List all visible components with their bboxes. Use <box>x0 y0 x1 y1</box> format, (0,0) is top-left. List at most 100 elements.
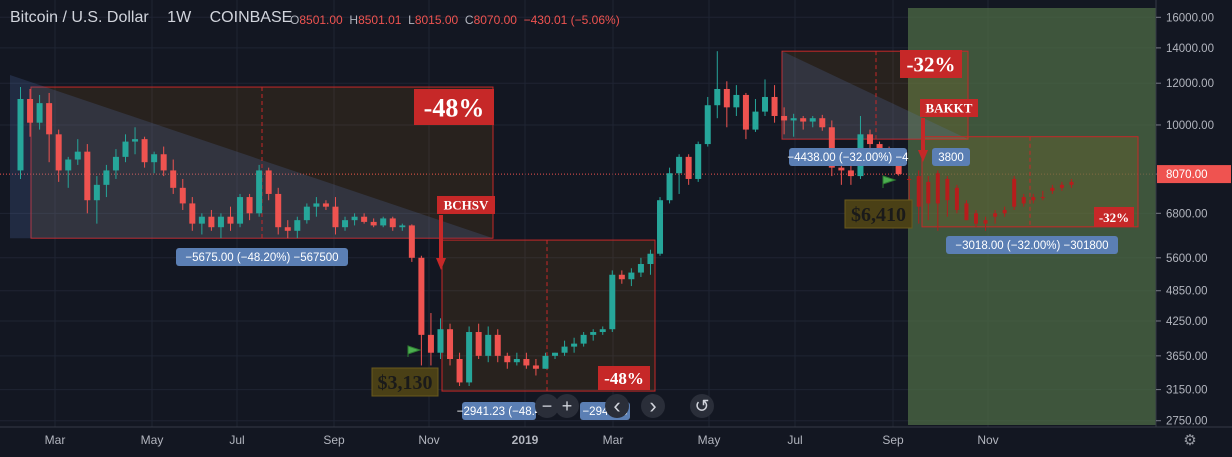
candle-body <box>513 359 520 363</box>
candle-body <box>571 343 578 347</box>
projection-body <box>974 213 978 224</box>
candle-body <box>609 274 616 330</box>
change-value: −430.01 (−5.06%) <box>523 13 620 27</box>
candle-body <box>275 193 282 228</box>
candle-body <box>819 118 826 128</box>
high-value: 8501.01 <box>358 13 402 27</box>
price-target-1-bg <box>371 367 439 397</box>
candle-body <box>838 167 845 171</box>
candle-body <box>657 200 664 254</box>
high-key: H <box>349 13 359 27</box>
range-label-2a-bg <box>462 402 536 420</box>
ohlc-readout: O8501.00 H8501.01 L8015.00 C8070.00 −430… <box>290 13 620 27</box>
projection-body <box>1031 197 1036 201</box>
candle-body <box>895 162 902 175</box>
candle-body <box>418 257 425 335</box>
close-value: 8070.00 <box>473 13 517 27</box>
time-tick-label: May <box>141 433 164 447</box>
open-key: O <box>290 13 300 27</box>
candle-body <box>36 103 43 123</box>
candle-body <box>552 352 559 356</box>
close-key: C <box>464 13 474 27</box>
candle-body <box>122 141 129 157</box>
price-axis[interactable]: 16000.00 14000.00 12000.00 10000.00 8070.00 6… <box>1155 0 1232 457</box>
drop-label-1: -48% <box>424 93 485 122</box>
candle-body <box>55 134 62 171</box>
projection-body <box>926 181 931 204</box>
candle-body <box>828 127 835 168</box>
candle-body <box>27 99 34 123</box>
range-label-3a: −4438.00 (−32.00%) −4 <box>787 152 909 164</box>
range-label-3b: 3800 <box>938 152 964 164</box>
price-target-2: $6,410 <box>851 204 906 226</box>
candle-body <box>389 218 396 228</box>
price-tick-label: 2750.00 <box>1166 416 1208 428</box>
candle-body <box>170 170 177 188</box>
range-label-4-bg <box>946 236 1118 254</box>
range-label-3a-bg <box>789 148 907 166</box>
scroll-right-button[interactable]: › <box>641 393 665 418</box>
candle-body <box>103 170 110 185</box>
projection-body <box>1050 187 1055 191</box>
candle-body <box>265 170 272 194</box>
reset-button[interactable]: ↺ <box>690 394 714 418</box>
candle-body <box>227 216 234 224</box>
time-tick-label: Sep <box>323 433 345 447</box>
price-tick-label: 16000.00 <box>1166 12 1214 24</box>
candle-body <box>351 216 358 221</box>
candle-body <box>342 220 349 228</box>
event-label-bakkt-bg <box>920 99 978 117</box>
candle-body <box>704 105 711 145</box>
projection-body <box>916 176 921 207</box>
event-arrow-bchsv <box>436 215 446 270</box>
candle-body <box>217 216 224 228</box>
candle-body <box>466 332 473 383</box>
time-tick-label: Sep <box>882 433 904 447</box>
time-tick-label: Nov <box>418 433 439 447</box>
last-price-tag <box>1157 165 1231 184</box>
candle-body <box>208 216 215 228</box>
candle-body <box>523 359 530 366</box>
candle-body <box>809 118 816 122</box>
price-tick-label: 10000.00 <box>1166 120 1214 132</box>
drop-label-3: -32% <box>907 52 956 76</box>
price-tick-label: 6800.00 <box>1166 208 1208 220</box>
event-label-bchsv-bg <box>437 196 495 214</box>
settings-gear-icon[interactable]: ⚙ <box>1183 432 1197 449</box>
time-axis[interactable]: Mar May Jul Sep Nov 2019 Mar May Jul Sep Nov <box>0 426 1232 457</box>
candle-body <box>876 144 883 152</box>
candle-body <box>771 96 778 116</box>
candle-body <box>580 334 587 344</box>
projection-body <box>907 178 912 180</box>
candle-body <box>542 355 549 369</box>
price-tick-label: 3150.00 <box>1166 385 1208 397</box>
time-tick-label: 2019 <box>512 433 539 447</box>
candle-body <box>112 156 119 171</box>
price-tick-label: 5600.00 <box>1166 253 1208 265</box>
candle-body <box>590 332 597 335</box>
event-label-bchsv: BCHSV <box>444 198 489 213</box>
candle-body <box>179 187 186 204</box>
price-tick-label: 4850.00 <box>1166 286 1208 298</box>
symbol-name[interactable]: Bitcoin / U.S. Dollar <box>10 9 149 26</box>
zoom-in-button[interactable]: + <box>555 394 579 418</box>
scroll-left-button[interactable]: ‹ <box>605 393 629 418</box>
drop-label-2: -48% <box>604 369 644 388</box>
range-label-4: −3018.00 (−32.00%) −301800 <box>955 240 1108 252</box>
interval[interactable]: 1W <box>167 9 192 26</box>
candle-body <box>132 139 139 142</box>
event-label-bakkt: BAKKT <box>926 101 973 116</box>
candle-body <box>714 89 721 106</box>
candle-body <box>160 154 167 171</box>
candle-body <box>141 139 148 163</box>
candle-body <box>427 334 434 353</box>
candle-body <box>752 111 759 130</box>
annotations: -48% -48% -32% -32% BCHSV BAKKT −5675.00 (−48.… <box>176 50 1134 420</box>
projection-body <box>1002 209 1007 214</box>
candle-body <box>246 197 253 214</box>
candle-body <box>485 334 492 356</box>
candle-body <box>781 115 788 121</box>
candle-body <box>370 221 377 226</box>
range-label-1: −5675.00 (−48.20%) −567500 <box>185 252 338 264</box>
